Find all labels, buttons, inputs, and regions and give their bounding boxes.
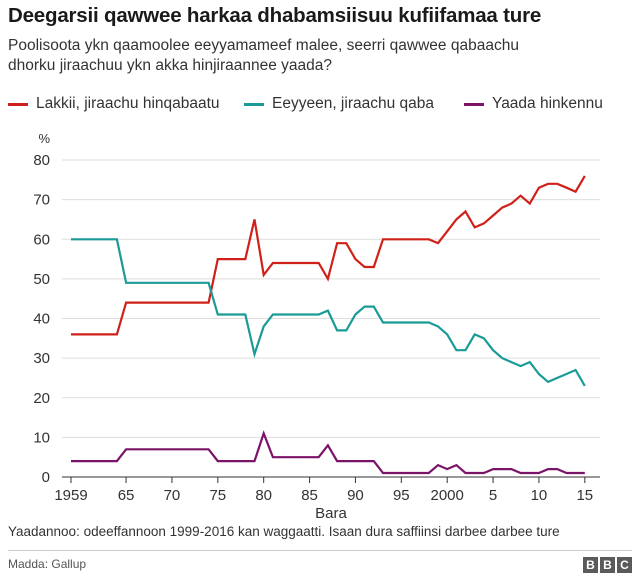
chart-title: Deegarsii qawwee harkaa dhabamsiisuu kuf… bbox=[8, 4, 542, 27]
series-line-2 bbox=[71, 430, 585, 475]
gridlines bbox=[62, 159, 600, 438]
x-tick-label: 5 bbox=[489, 487, 497, 504]
x-tick-label: 95 bbox=[393, 487, 410, 504]
source-label: Madda: Gallup bbox=[8, 557, 87, 571]
legend-swatch-no-opinion bbox=[464, 103, 484, 106]
chart-legend: Lakkii, jiraachu hinqabaatu Eeyyeen, jir… bbox=[8, 95, 632, 115]
y-tick-label: 70 bbox=[33, 192, 50, 209]
y-tick-label: 80 bbox=[33, 152, 50, 169]
bbc-logo-letter-2: B bbox=[600, 557, 615, 573]
y-tick-label: 20 bbox=[33, 390, 50, 407]
x-tick-label: 80 bbox=[255, 487, 272, 504]
chart-note: Yaadannoo: odeeffannoon 1999-2016 kan wa… bbox=[8, 524, 560, 539]
legend-label-no: Lakkii, jiraachu hinqabaatu bbox=[36, 95, 220, 112]
legend-swatch-no bbox=[8, 103, 28, 106]
series-line-1 bbox=[71, 238, 586, 387]
y-tick-label: 10 bbox=[33, 429, 50, 446]
x-tick-label: 15 bbox=[576, 487, 593, 504]
x-tick-label: 65 bbox=[118, 487, 135, 504]
y-tick-label: 30 bbox=[33, 350, 50, 367]
legend-label-no-opinion: Yaada hinkennu bbox=[492, 95, 603, 112]
y-axis-unit: % bbox=[38, 131, 50, 146]
x-tick-label: 70 bbox=[164, 487, 181, 504]
y-tick-label: 50 bbox=[33, 271, 50, 288]
x-axis-title: Bara bbox=[315, 505, 347, 522]
x-tick-label: 10 bbox=[531, 487, 548, 504]
x-tick-label: 75 bbox=[209, 487, 226, 504]
y-tick-label: 0 bbox=[42, 469, 50, 486]
x-tick-label: 85 bbox=[301, 487, 318, 504]
legend-label-yes: Eeyyeen, jiraachu qaba bbox=[272, 95, 435, 112]
footer-divider bbox=[8, 550, 632, 551]
y-tick-label: 60 bbox=[33, 231, 50, 248]
x-tick-label: 90 bbox=[347, 487, 364, 504]
chart-subtitle: Poolisoota ykn qaamoolee eeyyamameef mal… bbox=[8, 37, 519, 74]
series-line-0 bbox=[71, 175, 586, 336]
x-tick-label: 2000 bbox=[431, 487, 464, 504]
line-chart: 0 10 20 30 40 50 60 70 80% 1959 65 70 75 80 85 90 95 2000… bbox=[33, 131, 600, 522]
legend-swatch-yes bbox=[244, 103, 264, 106]
bbc-logo-letter-3: C bbox=[617, 557, 632, 573]
axes: 0 10 20 30 40 50 60 70 80% 1959 65 70 75 80 85 90 95 2000… bbox=[33, 131, 600, 522]
bbc-logo-letter-1: B bbox=[583, 557, 598, 573]
series-lines bbox=[71, 175, 586, 475]
y-tick-label: 40 bbox=[33, 311, 50, 328]
x-tick-label: 1959 bbox=[54, 487, 87, 504]
